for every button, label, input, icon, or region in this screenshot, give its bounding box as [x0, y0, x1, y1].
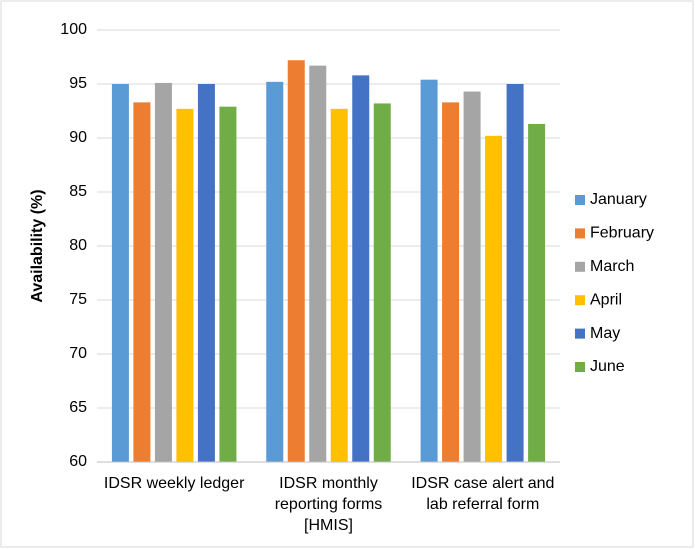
- legend-swatch: [575, 328, 585, 339]
- y-tick-label: 70: [69, 345, 87, 362]
- bar: [309, 65, 327, 462]
- bar: [485, 135, 503, 462]
- y-tick-label: 90: [69, 129, 87, 146]
- bar: [197, 84, 215, 462]
- bar: [266, 81, 284, 462]
- legend-label: February: [590, 225, 654, 242]
- legend-swatch: [575, 228, 585, 239]
- bar: [528, 123, 546, 463]
- legend-label: May: [590, 325, 620, 342]
- bar: [442, 102, 460, 463]
- y-tick-label: 85: [69, 183, 87, 200]
- legend-label: June: [590, 358, 625, 375]
- y-tick-label: 65: [69, 399, 87, 416]
- legend-swatch: [575, 362, 585, 372]
- legend-label: March: [590, 258, 634, 275]
- y-axis-label: Availability (%): [29, 189, 46, 302]
- x-tick-label: IDSR weekly ledger: [103, 475, 245, 492]
- y-tick-label: 80: [69, 237, 87, 254]
- bar: [133, 102, 151, 463]
- legend-label: January: [590, 191, 647, 208]
- legend-swatch: [575, 295, 585, 306]
- y-tick-label: 95: [69, 75, 87, 92]
- bar: [176, 108, 194, 462]
- bar: [373, 103, 391, 462]
- x-tick-label: IDSR monthly reporting forms [HMIS]: [274, 475, 383, 534]
- bar: [154, 82, 172, 463]
- bar: [463, 91, 481, 462]
- bar: [111, 84, 129, 462]
- bar: [420, 79, 438, 463]
- y-tick-label: 100: [60, 21, 87, 38]
- bar: [506, 84, 524, 462]
- legend-label: April: [590, 291, 622, 308]
- y-tick-label: 75: [69, 291, 87, 308]
- legend-swatch: [575, 195, 585, 205]
- x-tick-label: IDSR case alert and lab referral form: [411, 475, 555, 513]
- bar: [219, 106, 237, 463]
- legend-swatch: [575, 261, 585, 272]
- bar: [287, 60, 305, 463]
- bar: [352, 75, 370, 463]
- y-tick-label: 60: [69, 453, 87, 470]
- bar: [330, 108, 348, 462]
